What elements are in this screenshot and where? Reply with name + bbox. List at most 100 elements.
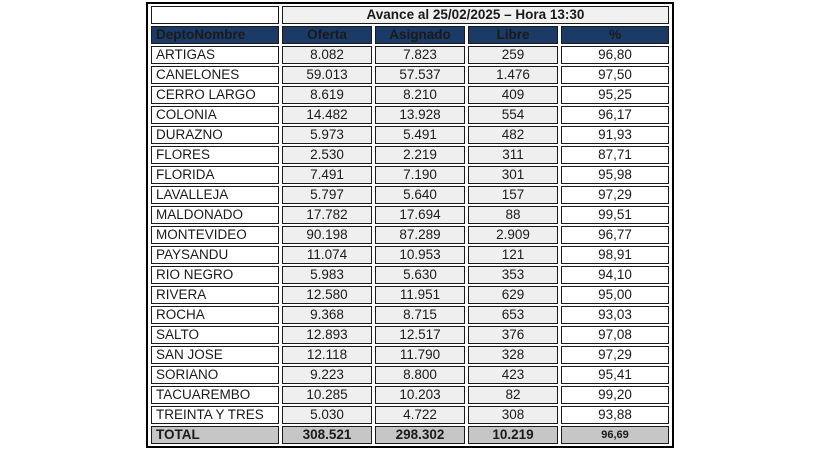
oferta-cell: 7.491 <box>282 166 372 184</box>
asignado-cell: 13.928 <box>375 106 465 124</box>
column-header-row: DeptoNombre Oferta Asignado Libre % <box>151 26 669 44</box>
dept-name-cell: SAN JOSE <box>151 346 279 364</box>
table-row: SORIANO 9.223 8.800 423 95,41 <box>151 366 669 384</box>
table-row: MONTEVIDEO 90.198 87.289 2.909 96,77 <box>151 226 669 244</box>
percent-cell: 96,69 <box>561 426 669 444</box>
table-row: CERRO LARGO 8.619 8.210 409 95,25 <box>151 86 669 104</box>
table-row: ROCHA 9.368 8.715 653 93,03 <box>151 306 669 324</box>
oferta-cell: 2.530 <box>282 146 372 164</box>
asignado-cell: 8.800 <box>375 366 465 384</box>
dept-name-cell: CERRO LARGO <box>151 86 279 104</box>
table-row: MALDONADO 17.782 17.694 88 99,51 <box>151 206 669 224</box>
dept-name-cell: FLORIDA <box>151 166 279 184</box>
dept-name-cell: SORIANO <box>151 366 279 384</box>
oferta-cell: 10.285 <box>282 386 372 404</box>
libre-cell: 353 <box>468 266 558 284</box>
table-row: TACUAREMBO 10.285 10.203 82 99,20 <box>151 386 669 404</box>
column-header-libre: Libre <box>468 26 558 44</box>
libre-cell: 653 <box>468 306 558 324</box>
percent-cell: 99,51 <box>561 206 669 224</box>
oferta-cell: 9.368 <box>282 306 372 324</box>
percent-cell: 96,80 <box>561 46 669 64</box>
asignado-cell: 4.722 <box>375 406 465 424</box>
percent-cell: 93,03 <box>561 306 669 324</box>
table-row: TREINTA Y TRES 5.030 4.722 308 93,88 <box>151 406 669 424</box>
percent-cell: 97,29 <box>561 186 669 204</box>
oferta-cell: 12.893 <box>282 326 372 344</box>
oferta-cell: 5.030 <box>282 406 372 424</box>
asignado-cell: 5.630 <box>375 266 465 284</box>
libre-cell: 301 <box>468 166 558 184</box>
table-title: Avance al 25/02/2025 – Hora 13:30 <box>282 6 669 24</box>
libre-cell: 423 <box>468 366 558 384</box>
percent-cell: 95,25 <box>561 86 669 104</box>
libre-cell: 88 <box>468 206 558 224</box>
table-body: ARTIGAS 8.082 7.823 259 96,80 CANELONES 59.013… <box>151 46 669 444</box>
table-row: COLONIA 14.482 13.928 554 96,17 <box>151 106 669 124</box>
table-row: ARTIGAS 8.082 7.823 259 96,80 <box>151 46 669 64</box>
table-row: PAYSANDU 11.074 10.953 121 98,91 <box>151 246 669 264</box>
oferta-cell: 8.619 <box>282 86 372 104</box>
dept-name-cell: FLORES <box>151 146 279 164</box>
table-row: SALTO 12.893 12.517 376 97,08 <box>151 326 669 344</box>
asignado-cell: 5.491 <box>375 126 465 144</box>
oferta-cell: 308.521 <box>282 426 372 444</box>
asignado-cell: 298.302 <box>375 426 465 444</box>
oferta-cell: 59.013 <box>282 66 372 84</box>
total-row: TOTAL 308.521 298.302 10.219 96,69 <box>151 426 669 444</box>
dept-name-cell: COLONIA <box>151 106 279 124</box>
table-row: FLORIDA 7.491 7.190 301 95,98 <box>151 166 669 184</box>
libre-cell: 554 <box>468 106 558 124</box>
dept-name-cell: RIO NEGRO <box>151 266 279 284</box>
percent-cell: 97,50 <box>561 66 669 84</box>
asignado-cell: 57.537 <box>375 66 465 84</box>
asignado-cell: 10.203 <box>375 386 465 404</box>
libre-cell: 1.476 <box>468 66 558 84</box>
percent-cell: 96,17 <box>561 106 669 124</box>
percent-cell: 95,98 <box>561 166 669 184</box>
asignado-cell: 2.219 <box>375 146 465 164</box>
percent-cell: 95,41 <box>561 366 669 384</box>
libre-cell: 629 <box>468 286 558 304</box>
asignado-cell: 5.640 <box>375 186 465 204</box>
oferta-cell: 5.983 <box>282 266 372 284</box>
dept-name-cell: ARTIGAS <box>151 46 279 64</box>
percent-cell: 87,71 <box>561 146 669 164</box>
column-header-percent: % <box>561 26 669 44</box>
table-row: LAVALLEJA 5.797 5.640 157 97,29 <box>151 186 669 204</box>
column-header-oferta: Oferta <box>282 26 372 44</box>
libre-cell: 2.909 <box>468 226 558 244</box>
dept-name-cell: LAVALLEJA <box>151 186 279 204</box>
avance-table: Avance al 25/02/2025 – Hora 13:30 DeptoN… <box>146 2 674 448</box>
oferta-cell: 5.797 <box>282 186 372 204</box>
percent-cell: 97,29 <box>561 346 669 364</box>
libre-cell: 10.219 <box>468 426 558 444</box>
asignado-cell: 11.951 <box>375 286 465 304</box>
table-row: SAN JOSE 12.118 11.790 328 97,29 <box>151 346 669 364</box>
dept-name-cell: TOTAL <box>151 426 279 444</box>
dept-name-cell: MONTEVIDEO <box>151 226 279 244</box>
percent-cell: 91,93 <box>561 126 669 144</box>
title-row: Avance al 25/02/2025 – Hora 13:30 <box>151 6 669 24</box>
libre-cell: 376 <box>468 326 558 344</box>
percent-cell: 94,10 <box>561 266 669 284</box>
oferta-cell: 5.973 <box>282 126 372 144</box>
oferta-cell: 9.223 <box>282 366 372 384</box>
libre-cell: 259 <box>468 46 558 64</box>
oferta-cell: 12.118 <box>282 346 372 364</box>
asignado-cell: 11.790 <box>375 346 465 364</box>
dept-name-cell: CANELONES <box>151 66 279 84</box>
libre-cell: 482 <box>468 126 558 144</box>
dept-name-cell: SALTO <box>151 326 279 344</box>
asignado-cell: 87.289 <box>375 226 465 244</box>
asignado-cell: 10.953 <box>375 246 465 264</box>
asignado-cell: 17.694 <box>375 206 465 224</box>
asignado-cell: 7.823 <box>375 46 465 64</box>
dept-name-cell: TREINTA Y TRES <box>151 406 279 424</box>
corner-cell <box>151 6 279 24</box>
table-row: CANELONES 59.013 57.537 1.476 97,50 <box>151 66 669 84</box>
percent-cell: 99,20 <box>561 386 669 404</box>
oferta-cell: 12.580 <box>282 286 372 304</box>
oferta-cell: 11.074 <box>282 246 372 264</box>
